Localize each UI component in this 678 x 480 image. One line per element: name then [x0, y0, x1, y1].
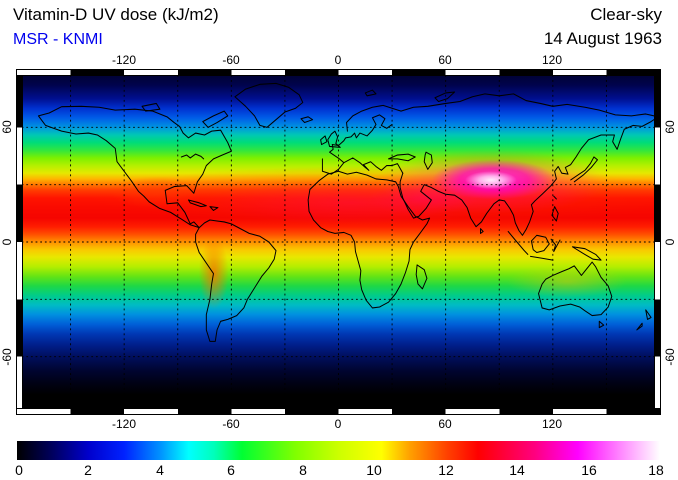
coast-great-lakes — [180, 153, 205, 160]
map-overlay — [17, 70, 660, 414]
lon-label-bottom-60: 60 — [438, 417, 452, 431]
colorbar-tick-16: 16 — [581, 462, 597, 478]
coast-asia — [346, 93, 659, 236]
world-map-panel — [16, 69, 661, 415]
coastlines — [37, 82, 659, 342]
lon-label-bottom--120: -120 — [111, 417, 137, 431]
lon-label-bottom-0: 0 — [334, 417, 342, 431]
coast-black-sea — [388, 153, 416, 162]
colorbar — [17, 441, 660, 460]
frame-band-bottom — [17, 408, 660, 414]
lat-label-left-60: 60 — [0, 120, 14, 134]
lon-label-top-0: 0 — [334, 53, 342, 67]
lat-label-right-60: 60 — [663, 120, 677, 134]
coast-australia — [538, 261, 613, 329]
frame-band-top — [17, 70, 660, 76]
lon-label-top-120: 120 — [541, 53, 563, 67]
colorbar-tick-2: 2 — [84, 462, 92, 478]
coast-british-isles — [300, 116, 341, 148]
coast-southeast-asia-islands — [507, 195, 602, 261]
lat-label-left--60: -60 — [0, 348, 14, 366]
colorbar-tick-6: 6 — [227, 462, 235, 478]
coast-new-zealand — [636, 309, 652, 331]
coast-caribbean-islands — [187, 199, 219, 211]
colorbar-tick-10: 10 — [366, 462, 382, 478]
coast-africa — [307, 170, 431, 309]
coast-sri-lanka — [480, 228, 484, 234]
lon-label-bottom--60: -60 — [222, 417, 240, 431]
coast-caspian-sea — [423, 151, 433, 170]
lon-label-top--60: -60 — [222, 53, 240, 67]
date-label: 14 August 1963 — [543, 29, 662, 48]
colorbar-tick-0: 0 — [15, 462, 23, 478]
coast-greenland — [234, 82, 304, 128]
lat-label-left-0: 0 — [0, 238, 14, 246]
lat-label-right--60: -60 — [663, 348, 677, 366]
figure-title: Vitamin-D UV dose (kJ/m2) — [13, 5, 219, 24]
colorbar-tick-18: 18 — [648, 462, 664, 478]
figure-source-label: MSR - KNMI — [13, 31, 103, 48]
coast-europe-west — [321, 114, 393, 175]
colorbar-tick-12: 12 — [438, 462, 454, 478]
colorbar-tick-8: 8 — [299, 462, 307, 478]
lon-label-bottom-120: 120 — [541, 417, 563, 431]
lon-label-top--120: -120 — [111, 53, 137, 67]
frame-band-left — [17, 70, 23, 414]
lon-label-top-60: 60 — [438, 53, 452, 67]
colorbar-tick-4: 4 — [156, 462, 164, 478]
lat-label-right-0: 0 — [663, 238, 677, 246]
coast-arctic-islands — [141, 89, 456, 128]
coast-mediterranean-north — [343, 157, 404, 174]
sky-condition-label: Clear-sky — [590, 5, 662, 24]
coast-south-america — [195, 219, 277, 342]
coast-japan — [570, 156, 598, 183]
colorbar-tick-14: 14 — [509, 462, 525, 478]
graticule-grid — [17, 70, 660, 414]
coast-madagascar — [415, 264, 428, 290]
coast-north-america — [37, 105, 232, 229]
frame-band-right — [654, 70, 660, 414]
